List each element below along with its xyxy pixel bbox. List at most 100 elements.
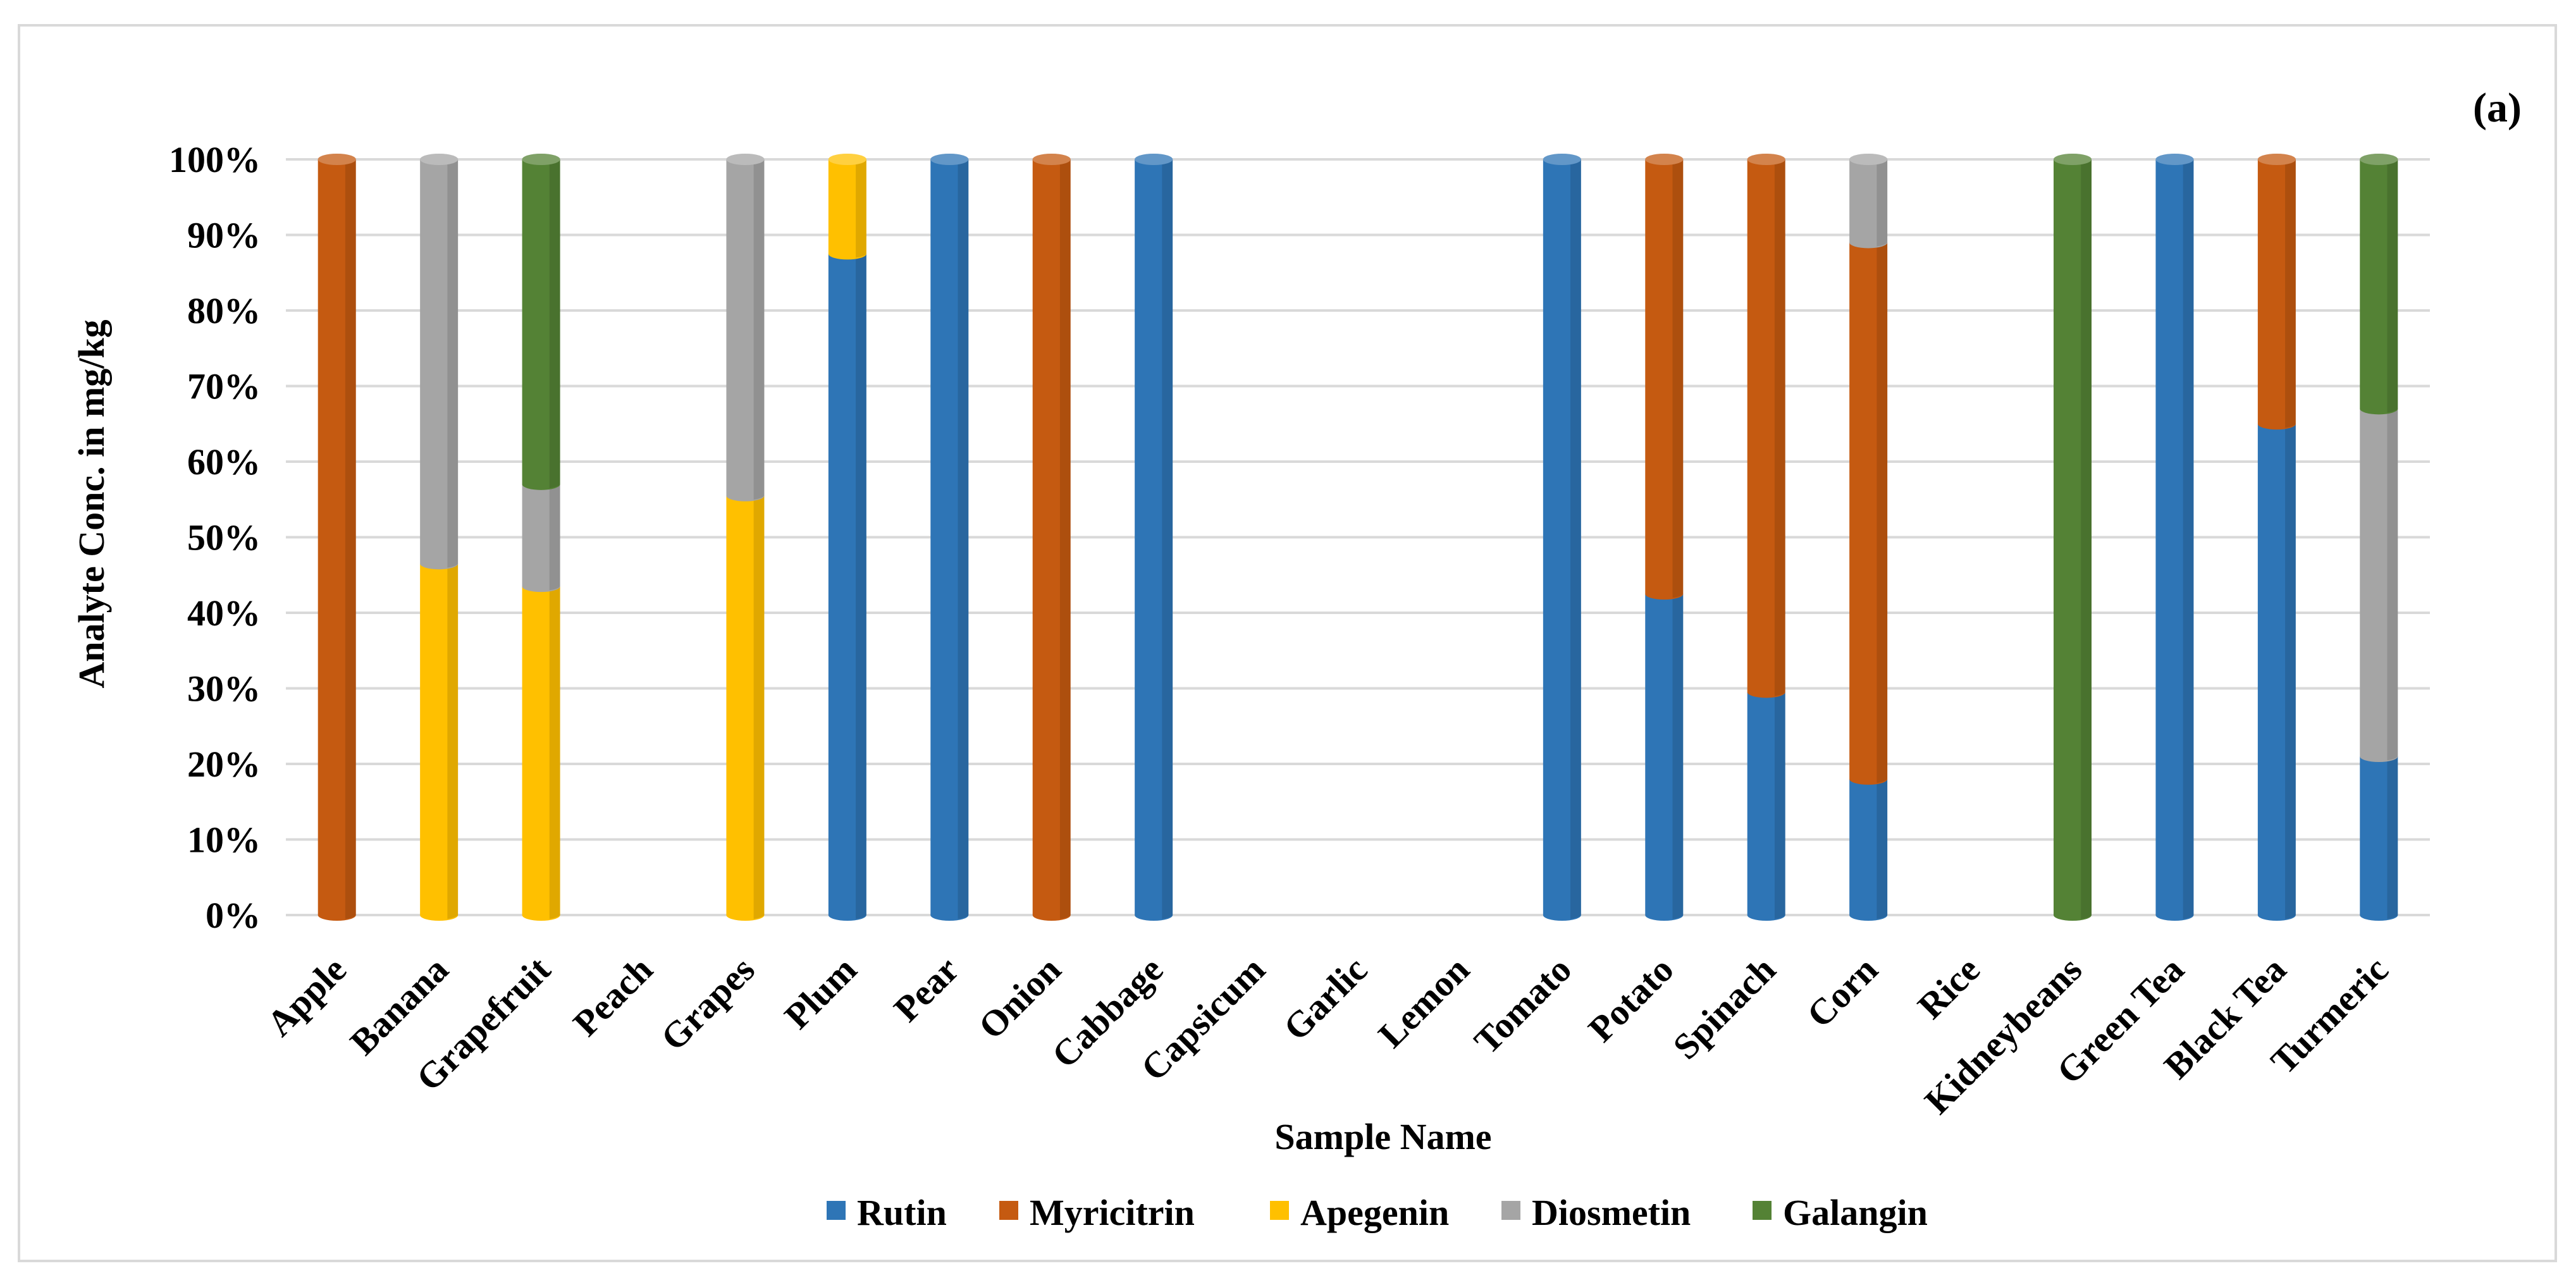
bar-shading [1774, 159, 1785, 696]
bars [317, 154, 2398, 921]
bar-body [1849, 159, 1888, 249]
bar-body [1645, 594, 1684, 921]
y-tick-label: 20% [187, 744, 261, 785]
bar-shading [856, 254, 866, 919]
bar-cap [1135, 154, 1173, 165]
bar-body [1032, 159, 1071, 921]
y-tick-label: 90% [187, 215, 261, 256]
bar-kidneybeans-galangin [2054, 154, 2092, 921]
bar-corn-myricitrin [1849, 242, 1888, 785]
bar-cap [1747, 154, 1785, 165]
bar-shading [549, 484, 560, 591]
x-category-label: Grapes [653, 949, 763, 1059]
bar-body [726, 159, 765, 501]
legend-item-myricitrin: Myricitrin [999, 1192, 1195, 1233]
bar-onion-myricitrin [1032, 154, 1071, 921]
bar-cap [930, 154, 969, 165]
bar-grapefruit-diosmetin [522, 484, 560, 593]
bar-shading [753, 495, 765, 919]
bar-body [1645, 159, 1684, 600]
bar-cap [317, 154, 356, 165]
bar-grapefruit-apegenin [522, 586, 560, 921]
legend-label: Diosmetin [1532, 1192, 1691, 1233]
bar-shading [1877, 159, 1888, 247]
bar-corn-diosmetin [1849, 154, 1888, 249]
y-tick-label: 60% [187, 441, 261, 483]
bar-cap-highlight [828, 154, 866, 165]
bar-body [1849, 778, 1888, 921]
y-tick-label: 80% [187, 290, 261, 331]
bar-apple-myricitrin [317, 154, 356, 921]
bar-grapes-diosmetin [726, 154, 765, 501]
x-category-label: Plum [777, 949, 865, 1036]
bar-cap-highlight [1645, 154, 1684, 165]
bar-shading [1774, 692, 1785, 919]
legend-label: Apegenin [1300, 1192, 1449, 1233]
bar-shading [753, 159, 765, 500]
y-tick-label: 30% [187, 668, 261, 710]
bar-body [522, 484, 560, 593]
y-tick-label: 10% [187, 820, 261, 861]
legend-swatch [1753, 1201, 1772, 1220]
y-tick-label: 50% [187, 517, 261, 558]
x-category-label: Spinach [1665, 949, 1784, 1067]
gridlines [286, 158, 2430, 916]
bar-pear-rutin [930, 154, 969, 921]
bar-cap [1849, 154, 1888, 165]
bar-cap [828, 154, 866, 165]
chart-frame: 0% 10% 20% 30% 40% 50% 60% 70% 80% 90% 100% Apple B… [18, 24, 2557, 1262]
bar-body [522, 586, 560, 921]
bar-body [2360, 159, 2398, 415]
bar-green-tea-rutin [2155, 154, 2194, 921]
bar-cap-highlight [317, 154, 356, 165]
legend-swatch [827, 1201, 846, 1220]
legend-label: Rutin [857, 1192, 947, 1233]
x-category-label: Rice [1909, 949, 1987, 1026]
bar-shading [1672, 594, 1684, 919]
x-category-label: Peach [565, 949, 660, 1044]
legend-swatch [1270, 1201, 1289, 1220]
bar-spinach-rutin [1747, 692, 1785, 921]
bar-body [2360, 409, 2398, 763]
legend-item-galangin: Galangin [1753, 1192, 1928, 1233]
bar-body [317, 159, 356, 921]
legend-label: Myricitrin [1030, 1192, 1195, 1233]
bar-shading [549, 159, 560, 489]
x-category-label: Lemon [1371, 949, 1477, 1055]
y-tick-label: 100% [169, 139, 261, 180]
bar-shading [958, 159, 969, 919]
bar-shading [1877, 242, 1888, 784]
bar-body [2155, 159, 2194, 921]
bar-body [930, 159, 969, 921]
bar-shading [549, 586, 560, 919]
bar-cap [2155, 154, 2194, 165]
bar-cap-highlight [1747, 154, 1785, 165]
bar-turmeric-galangin [2360, 154, 2398, 415]
bar-shading [1162, 159, 1173, 919]
bar-cap-highlight [1032, 154, 1071, 165]
bar-tomato-rutin [1543, 154, 1581, 921]
chart-svg: 0%10%20%30%40%50%60%70%80%90%100% AppleB… [71, 85, 2522, 1233]
bar-banana-apegenin [420, 563, 459, 921]
y-tick-label: 70% [187, 366, 261, 407]
bar-body [2054, 159, 2092, 921]
bar-cap [2360, 154, 2398, 165]
bar-cap [2054, 154, 2092, 165]
legend-label: Galangin [1783, 1192, 1928, 1233]
bar-shading [2285, 159, 2296, 428]
bar-cap-highlight [1849, 154, 1888, 165]
x-category-label: Corn [1799, 949, 1885, 1035]
bar-shading [2387, 756, 2398, 919]
bar-shading [1059, 159, 1071, 919]
bar-body [2360, 756, 2398, 921]
x-category-label: Potato [1581, 949, 1682, 1050]
bar-body [420, 159, 459, 570]
bar-cabbage-rutin [1135, 154, 1173, 921]
bar-cap-highlight [1135, 154, 1173, 165]
panel-label: (a) [2473, 85, 2522, 131]
legend-item-diosmetin: Diosmetin [1501, 1192, 1691, 1233]
bar-body [828, 159, 866, 260]
bar-plum-rutin [828, 254, 866, 921]
x-category-label: Apple [259, 949, 354, 1044]
x-category-label: Onion [971, 949, 1069, 1047]
